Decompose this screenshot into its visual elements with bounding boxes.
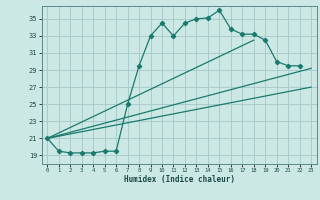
X-axis label: Humidex (Indice chaleur): Humidex (Indice chaleur) <box>124 175 235 184</box>
